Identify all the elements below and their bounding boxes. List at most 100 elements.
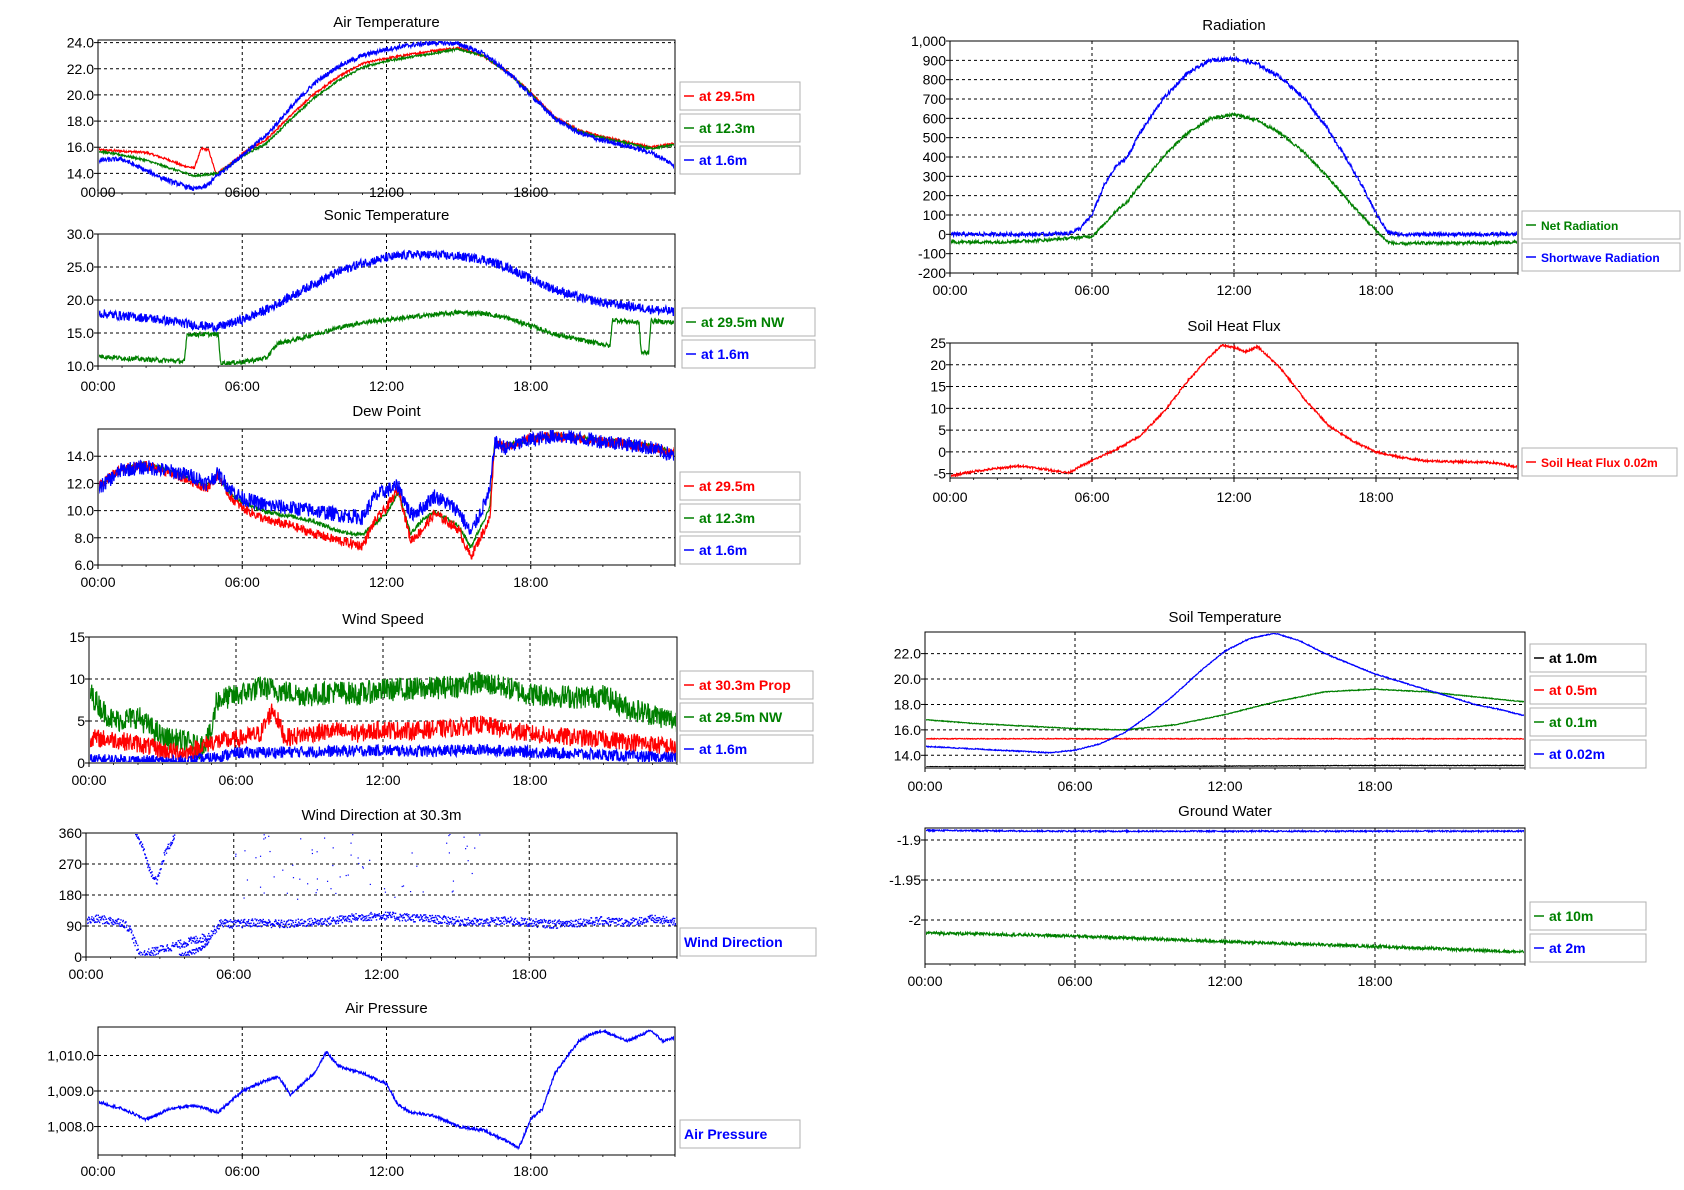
data-point bbox=[673, 920, 675, 922]
legend-item[interactable]: Air Pressure bbox=[679, 1119, 801, 1149]
data-point bbox=[621, 917, 623, 920]
x-tick-label: 18:00 bbox=[513, 574, 548, 590]
data-point bbox=[165, 948, 167, 950]
legend-item[interactable]: at 29.5m NW bbox=[679, 702, 814, 732]
legend-item[interactable]: Shortwave Radiation bbox=[1521, 242, 1681, 272]
data-point bbox=[290, 923, 293, 925]
data-point bbox=[122, 920, 124, 923]
data-point bbox=[383, 917, 386, 920]
data-point bbox=[525, 922, 527, 924]
data-point bbox=[398, 916, 400, 918]
data-point bbox=[201, 933, 204, 936]
data-point bbox=[187, 944, 189, 946]
data-point bbox=[671, 920, 673, 922]
data-point bbox=[556, 927, 559, 929]
data-point bbox=[660, 921, 662, 923]
data-point bbox=[628, 925, 630, 927]
legend-item[interactable]: at 29.5m bbox=[679, 81, 801, 111]
data-point bbox=[138, 838, 140, 840]
data-point bbox=[93, 917, 95, 919]
data-point bbox=[263, 923, 265, 926]
data-point bbox=[428, 920, 430, 923]
data-point bbox=[505, 922, 508, 924]
legend-item[interactable]: at 1.6m bbox=[679, 145, 801, 175]
data-point bbox=[313, 917, 316, 920]
data-point bbox=[341, 921, 344, 924]
data-point bbox=[369, 913, 371, 915]
data-point bbox=[209, 935, 211, 937]
data-point bbox=[547, 920, 550, 923]
data-point bbox=[462, 923, 465, 925]
legend-label: at 12.3m bbox=[699, 510, 755, 526]
data-point bbox=[406, 913, 408, 915]
data-point bbox=[465, 918, 468, 921]
legend-item[interactable]: at 1.6m bbox=[679, 734, 814, 764]
data-point bbox=[653, 921, 655, 924]
data-point bbox=[166, 847, 169, 849]
data-point bbox=[324, 919, 327, 921]
data-point bbox=[433, 919, 436, 922]
data-point bbox=[582, 925, 585, 927]
data-point bbox=[181, 944, 184, 946]
plot-series bbox=[99, 249, 674, 365]
legend-item[interactable]: Wind Direction bbox=[679, 927, 817, 957]
legend-item[interactable]: at 10m bbox=[1529, 901, 1647, 931]
data-point bbox=[153, 947, 155, 949]
y-tick-label: 15 bbox=[930, 379, 946, 395]
data-point bbox=[531, 922, 533, 925]
legend-item[interactable]: at 12.3m bbox=[679, 503, 801, 533]
data-point bbox=[670, 921, 673, 924]
legend-item[interactable]: at 1.6m bbox=[679, 535, 801, 565]
data-point bbox=[316, 851, 318, 853]
data-point bbox=[355, 912, 357, 915]
legend-item[interactable]: at 1.6m bbox=[681, 339, 816, 369]
data-point bbox=[167, 845, 169, 848]
data-point bbox=[311, 925, 313, 927]
data-point bbox=[607, 922, 609, 924]
data-point bbox=[369, 859, 371, 861]
legend-item[interactable]: at 0.02m bbox=[1529, 739, 1647, 769]
data-point bbox=[97, 918, 99, 921]
x-tick-label: 00:00 bbox=[80, 574, 115, 590]
data-point bbox=[133, 942, 135, 944]
data-point bbox=[155, 953, 158, 955]
legend-item[interactable]: at 0.5m bbox=[1529, 675, 1647, 705]
data-point bbox=[132, 937, 134, 940]
legend-box bbox=[679, 702, 814, 732]
data-point bbox=[345, 874, 347, 877]
data-point bbox=[137, 944, 139, 947]
legend-item[interactable]: at 29.5m bbox=[679, 471, 801, 501]
legend-item[interactable]: at 1.0m bbox=[1529, 643, 1647, 673]
data-point bbox=[333, 919, 336, 922]
legend-item[interactable]: at 2m bbox=[1529, 933, 1647, 963]
legend-item[interactable]: Net Radiation bbox=[1521, 210, 1681, 240]
data-point bbox=[674, 924, 676, 926]
data-point bbox=[491, 920, 494, 923]
data-point bbox=[543, 925, 545, 927]
data-point bbox=[373, 915, 375, 918]
data-point bbox=[467, 916, 470, 919]
data-point bbox=[275, 920, 277, 922]
data-point bbox=[319, 921, 321, 923]
legend-item[interactable]: at 30.3m Prop bbox=[679, 670, 814, 700]
legend-item[interactable]: at 12.3m bbox=[679, 113, 801, 143]
data-point bbox=[323, 837, 326, 839]
data-point bbox=[670, 919, 672, 922]
data-point bbox=[635, 918, 638, 921]
legend-label: at 1.6m bbox=[699, 152, 747, 168]
data-point bbox=[514, 924, 516, 926]
data-point bbox=[375, 914, 377, 916]
data-point bbox=[352, 918, 354, 920]
legend-item[interactable]: at 29.5m NW bbox=[681, 307, 816, 337]
data-point bbox=[198, 948, 200, 950]
data-point bbox=[193, 948, 195, 951]
data-point bbox=[150, 950, 153, 952]
data-point bbox=[646, 918, 648, 921]
legend-item[interactable]: at 0.1m bbox=[1529, 707, 1647, 737]
data-point bbox=[350, 920, 352, 922]
data-point bbox=[555, 923, 557, 925]
data-point bbox=[436, 919, 439, 921]
legend-item[interactable]: Soil Heat Flux 0.02m bbox=[1521, 447, 1678, 477]
data-point bbox=[475, 924, 477, 926]
data-point bbox=[394, 919, 396, 922]
